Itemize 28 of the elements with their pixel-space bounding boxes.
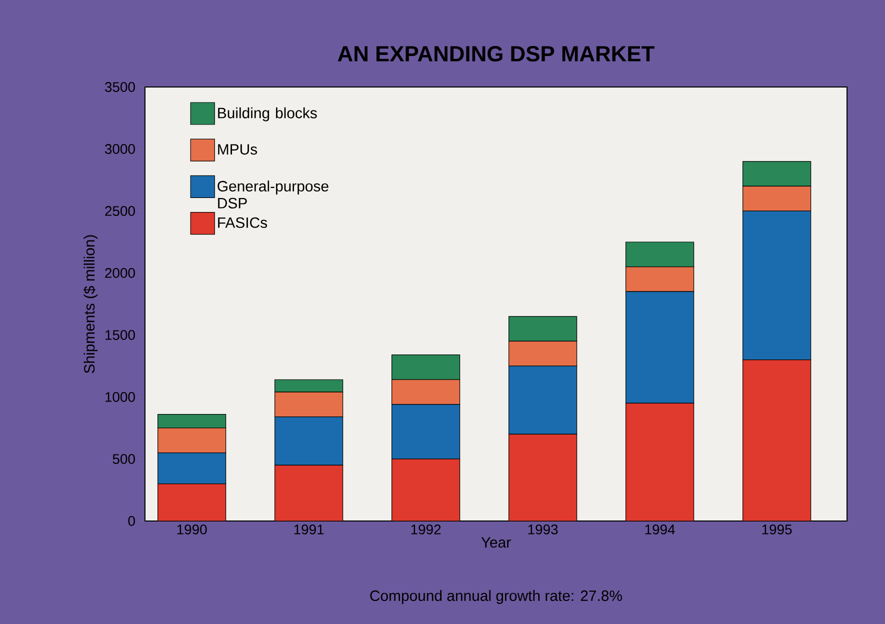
y-tick-label: 500 bbox=[112, 454, 135, 464]
x-tick-label: 1995 bbox=[762, 524, 792, 534]
legend-label: General-purpose DSP bbox=[218, 180, 328, 208]
bar bbox=[508, 434, 578, 521]
x-tick-label: 1991 bbox=[294, 524, 324, 534]
y-tick-label: 1000 bbox=[106, 392, 135, 402]
y-tick-label: 2500 bbox=[105, 206, 135, 216]
y-tick-label: 1500 bbox=[106, 330, 135, 340]
y-axis-title: Shipments ($ million) bbox=[83, 235, 98, 374]
legend-label: Building blocks bbox=[218, 107, 317, 122]
bar bbox=[158, 483, 226, 521]
y-tick-label: 0 bbox=[128, 516, 135, 526]
y-tick-label: 3500 bbox=[104, 82, 135, 92]
bar bbox=[626, 402, 694, 521]
x-tick-label: 1994 bbox=[645, 524, 675, 534]
bar bbox=[274, 464, 344, 521]
y-tick-label: 2000 bbox=[105, 268, 135, 278]
x-axis-title: Year bbox=[481, 537, 511, 548]
y-tick-label: 3000 bbox=[104, 144, 135, 154]
legend-label: FASICs bbox=[218, 217, 268, 228]
bar bbox=[742, 359, 812, 521]
x-tick-label: 1990 bbox=[177, 524, 207, 534]
chart-title: AN EXPANDING DSP MARKET bbox=[338, 46, 654, 62]
x-tick-label: 1993 bbox=[528, 524, 558, 534]
text: Compound annual growth rate: 27.8% bbox=[370, 590, 622, 604]
legend-label: MPUs bbox=[218, 144, 258, 155]
bar bbox=[392, 458, 460, 521]
x-tick-label: 1992 bbox=[411, 524, 441, 534]
